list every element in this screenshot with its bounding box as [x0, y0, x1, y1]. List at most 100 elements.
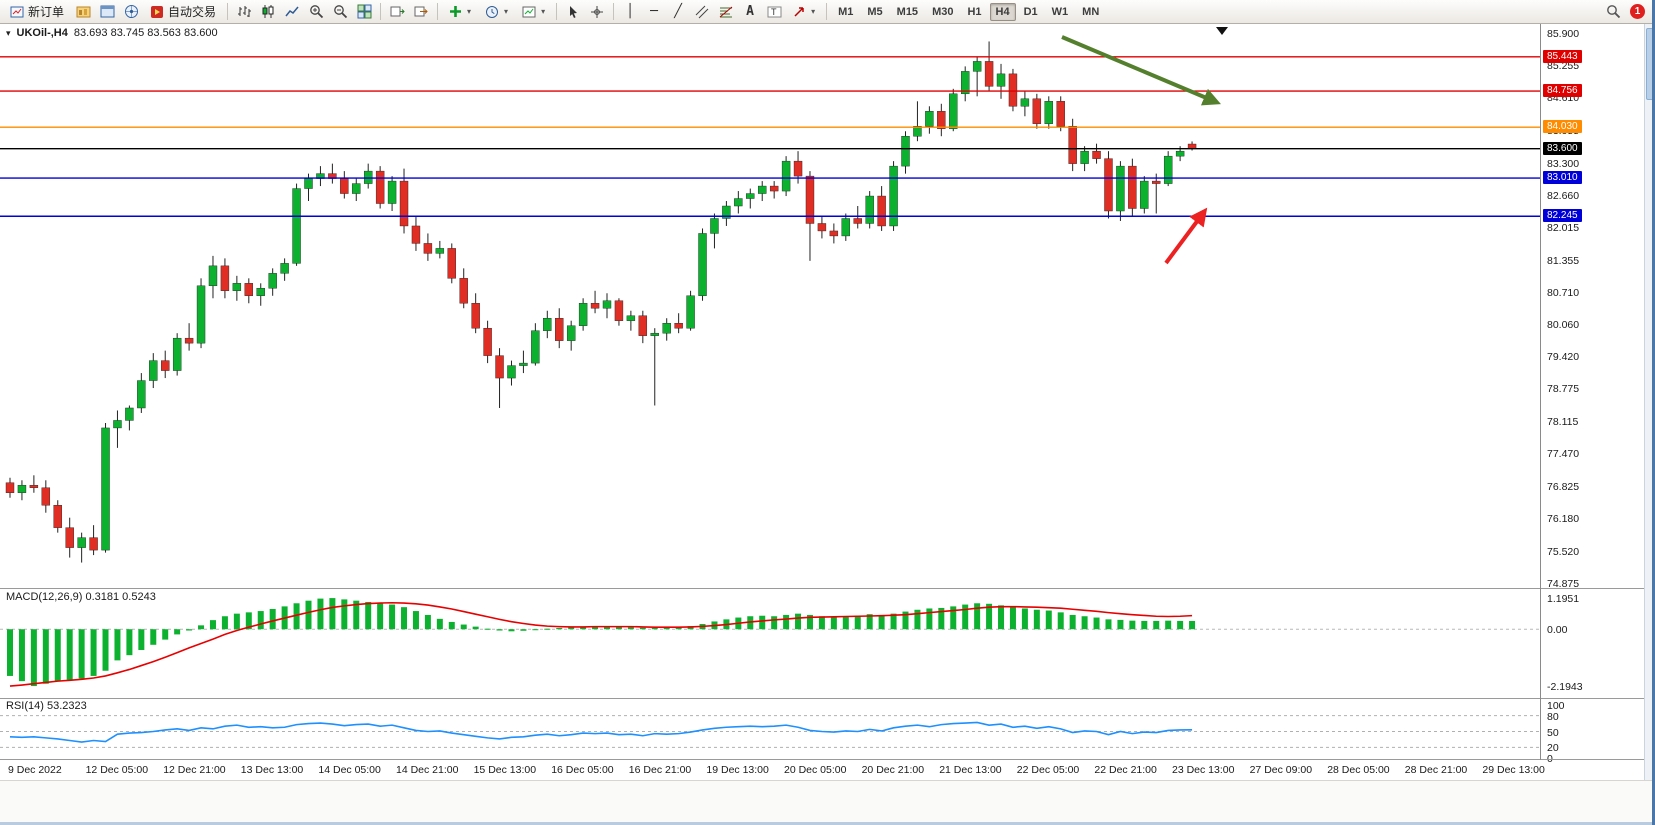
line-chart-icon[interactable] — [281, 1, 303, 23]
candle — [196, 285, 206, 344]
candle — [483, 327, 492, 356]
time-axis-label: 12 Dec 05:00 — [85, 764, 149, 776]
time-axis-label: 14 Dec 05:00 — [318, 764, 381, 776]
timeframe-mn[interactable]: MN — [1082, 5, 1100, 18]
timeframe-w1[interactable]: W1 — [1051, 5, 1069, 18]
candle — [1128, 165, 1137, 209]
time-axis-label: 16 Dec 21:00 — [628, 764, 692, 776]
time-axis[interactable]: 9 Dec 2022 12 Dec 05:00 12 Dec 21:00 13 Dec… — [0, 760, 1545, 780]
window-right-edge — [1652, 0, 1655, 825]
svg-text:T: T — [771, 7, 777, 17]
cursor-icon[interactable] — [562, 1, 584, 23]
chart-shift-marker[interactable] — [1216, 27, 1228, 35]
candle — [1104, 158, 1113, 212]
time-axis-label: 13 Dec 13:00 — [240, 764, 304, 776]
zoom-in-icon[interactable] — [305, 1, 327, 23]
timeframe-h4[interactable]: H4 — [989, 2, 1016, 21]
channel-tool-icon[interactable] — [691, 1, 713, 23]
tile-windows-icon[interactable] — [353, 1, 375, 23]
price-axis[interactable]: 85.90085.25584.61083.95583.30082.66082.0… — [1541, 24, 1645, 765]
navigator-icon[interactable] — [120, 1, 142, 23]
price-axis-label: 77.470 — [1547, 448, 1580, 461]
label-tool-icon[interactable]: T — [763, 1, 785, 23]
candle — [292, 188, 301, 264]
panel-separator[interactable] — [0, 698, 1655, 699]
candle — [1044, 101, 1053, 124]
annotation-arrow[interactable] — [1061, 35, 1221, 106]
toolbar-separator — [826, 3, 828, 20]
auto-scroll-icon[interactable] — [386, 1, 408, 23]
add-indicator-icon — [450, 6, 462, 17]
rsi-label: RSI(14) 53.2323 — [6, 700, 87, 712]
window-bottom-edge — [0, 822, 1655, 825]
candle — [1020, 98, 1030, 107]
candle — [578, 303, 588, 326]
annotation-arrow[interactable] — [1164, 207, 1208, 265]
price-axis-label: 74.875 — [1547, 577, 1580, 590]
horizontal-line-tool-icon[interactable]: ─ — [650, 4, 658, 19]
candle — [758, 185, 767, 194]
candle — [387, 180, 397, 204]
symbol-period-label: UKOil-,H4 — [16, 27, 68, 39]
autotrading-button[interactable]: 自动交易 — [144, 2, 222, 22]
bar-chart-icon[interactable] — [233, 1, 255, 23]
trendline-tool-icon[interactable]: ╱ — [674, 4, 682, 19]
price-badge-84.030: 84.030 — [1543, 120, 1582, 134]
candle — [244, 283, 254, 296]
crosshair-icon[interactable] — [586, 1, 608, 23]
indicators-button[interactable]: ▾ — [443, 2, 477, 22]
notification-badge[interactable]: 1 — [1630, 4, 1645, 19]
time-axis-label: 28 Dec 21:00 — [1404, 764, 1468, 776]
market-watch-icon[interactable] — [72, 1, 94, 23]
candle — [937, 111, 946, 129]
timeframe-m15[interactable]: M15 — [896, 5, 919, 18]
rsi-panel[interactable] — [0, 699, 1540, 760]
templates-button[interactable]: ▾ — [516, 2, 551, 22]
candle — [1140, 180, 1149, 209]
timeframe-h1[interactable]: H1 — [967, 5, 982, 18]
text-tool-icon[interactable]: A — [746, 4, 754, 19]
candle — [1008, 73, 1018, 107]
candle — [650, 332, 659, 336]
timeframe-m30[interactable]: M30 — [932, 5, 954, 18]
candle — [304, 178, 313, 189]
time-axis-label: 23 Dec 13:00 — [1172, 764, 1235, 776]
price-axis-label: 85.255 — [1547, 60, 1580, 73]
time-axis-label: 16 Dec 05:00 — [551, 764, 614, 776]
symbol-dropdown-icon[interactable]: ▾ — [6, 27, 11, 38]
candlestick-chart-icon[interactable] — [257, 1, 279, 23]
horizontal-level-lines[interactable] — [0, 56, 1540, 217]
candle — [1068, 126, 1077, 164]
zoom-out-icon[interactable] — [329, 1, 351, 23]
candle — [710, 218, 719, 234]
chart-shift-icon[interactable] — [410, 1, 432, 23]
time-axis-label: 21 Dec 13:00 — [939, 764, 1002, 776]
candle — [566, 325, 576, 341]
timeframe-m5[interactable]: M5 — [867, 5, 883, 18]
window-bottom-area — [0, 780, 1655, 825]
timeframe-m1[interactable]: M1 — [838, 5, 854, 18]
candle — [626, 315, 636, 321]
data-window-icon[interactable] — [96, 1, 118, 23]
rsi-axis-label: 50 — [1547, 726, 1559, 739]
panel-separator[interactable] — [0, 588, 1655, 589]
price-axis-label: 85.900 — [1547, 27, 1580, 40]
candle — [1080, 150, 1089, 164]
main-chart[interactable] — [0, 24, 1540, 588]
macd-label: MACD(12,26,9) 0.3181 0.5243 — [6, 591, 156, 603]
timeframe-d1[interactable]: D1 — [1023, 5, 1038, 18]
price-badge-83.010: 83.010 — [1543, 171, 1582, 185]
fibonacci-tool-icon[interactable] — [715, 1, 737, 23]
price-axis-label: 80.710 — [1547, 286, 1580, 299]
search-icon[interactable] — [1602, 1, 1624, 23]
new-order-button[interactable]: 新订单 — [4, 2, 70, 22]
candle — [841, 218, 850, 237]
candle — [89, 537, 98, 551]
vertical-line-tool-icon[interactable]: │ — [626, 4, 634, 19]
candle — [602, 300, 612, 309]
periods-button[interactable]: ▾ — [479, 2, 514, 22]
macd-panel[interactable] — [0, 589, 1540, 698]
arrows-tool-button[interactable]: ▾ — [787, 2, 821, 22]
candle — [543, 318, 552, 331]
time-axis-label: 12 Dec 21:00 — [163, 764, 226, 776]
